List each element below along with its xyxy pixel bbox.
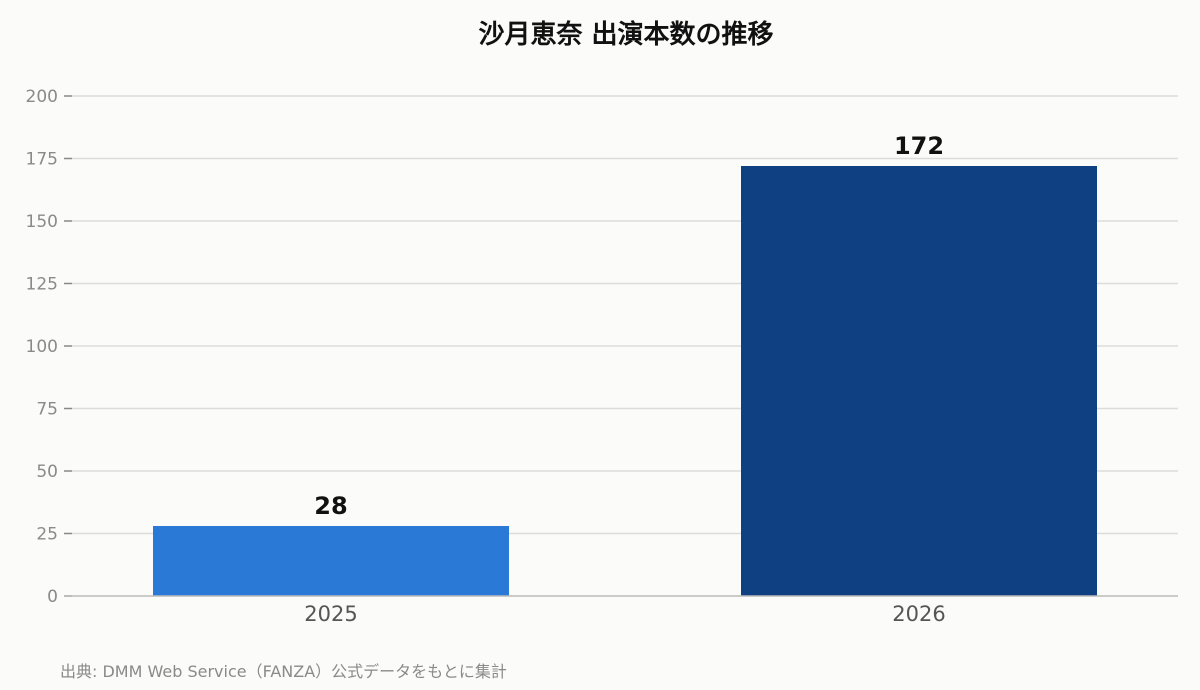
- y-tick-label: 150: [26, 212, 58, 232]
- y-tick-label: 175: [26, 150, 58, 170]
- x-tick-label-2025: 2025: [304, 602, 357, 626]
- chart-title: 沙月恵奈 出演本数の推移: [478, 20, 774, 50]
- x-axis: 2025 2026: [64, 595, 1178, 626]
- x-tick-label-2026: 2026: [892, 602, 945, 626]
- y-tick-label: 25: [36, 525, 58, 545]
- y-tick-label: 125: [26, 275, 58, 295]
- data-label-2025: 28: [314, 492, 347, 520]
- data-label-2026: 172: [894, 132, 944, 160]
- data-labels: 28 172: [314, 132, 944, 520]
- source-note: 出典: DMM Web Service（FANZA）公式データをもとに集計: [60, 662, 507, 681]
- y-tick-label: 75: [36, 400, 58, 420]
- y-tick-label: 50: [36, 462, 58, 482]
- y-tick-label: 100: [26, 337, 58, 357]
- bar-2026: [741, 166, 1097, 596]
- y-tick-label: 200: [26, 87, 58, 107]
- bar-2025: [153, 526, 509, 596]
- y-tick-label: 0: [47, 587, 58, 607]
- bars: [153, 166, 1097, 596]
- y-axis: 0 25 50 75 100 125 150 175 200: [26, 87, 72, 607]
